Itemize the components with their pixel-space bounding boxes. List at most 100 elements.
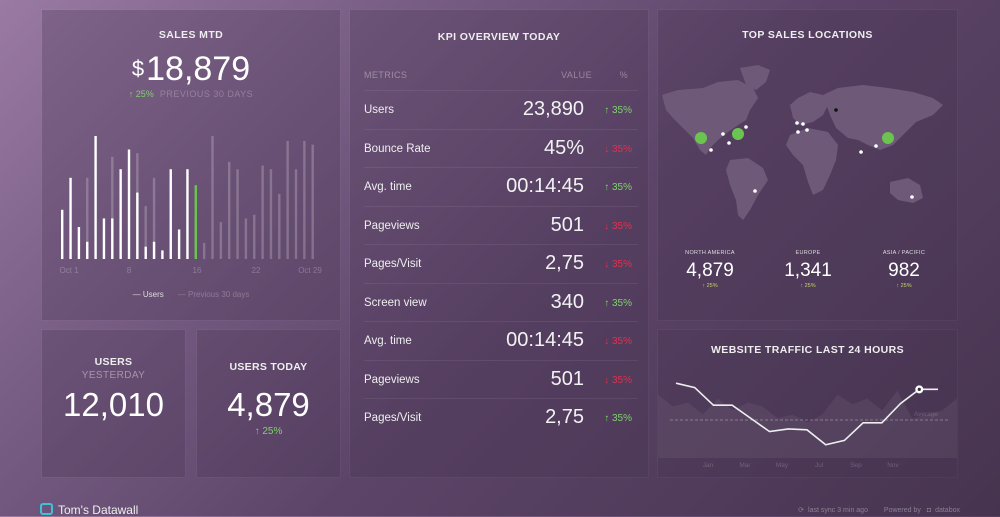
metric-change: ↓ 35% [604,374,632,386]
metric-change: ↓ 35% [604,143,632,155]
metric-name: Pages/Visit [364,258,422,270]
region-europe: EUROPE 1,341 ↑ 25% [758,250,858,289]
greenland [740,65,770,90]
region-value: 4,879 [686,260,734,281]
users-bar[interactable] [169,169,172,259]
previous-bar[interactable] [219,222,223,259]
marker-large[interactable] [695,132,707,144]
kpi-row[interactable]: Screen view 340 ↑ 35% [364,282,638,322]
kpi-row[interactable]: Pageviews 501 ↓ 35% [364,359,638,399]
previous-bar[interactable] [144,206,147,259]
previous-bar[interactable] [86,177,89,259]
legend-previous[interactable]: — Previous 30 days [177,290,250,299]
kpi-row[interactable]: Users 23,890 ↑ 35% [364,90,638,129]
users-bar[interactable] [61,209,64,259]
region-label: NORTH AMERICA [685,250,735,256]
previous-bar[interactable] [286,140,289,259]
users-bar[interactable] [119,169,122,259]
marker-large[interactable] [732,128,744,140]
metric-change: ↑ 35% [604,182,632,193]
users-bar[interactable] [136,192,139,259]
users-bar[interactable] [186,169,189,259]
metric-value: 00:14:45 [506,175,584,197]
x-tick-label: Nov [887,462,899,469]
marker[interactable] [801,122,805,126]
previous-bar[interactable] [278,193,281,259]
legend-users[interactable]: — Users [132,290,164,299]
panel-title: SALES MTD [158,29,224,41]
marker-dark[interactable] [834,108,838,112]
x-tick-label: Oct 29 [298,266,322,275]
x-tick-label: Mar [739,462,751,469]
marker[interactable] [910,195,914,199]
marker-large[interactable] [882,132,894,144]
highlighted-bar[interactable] [194,185,197,259]
marker[interactable] [744,125,748,129]
previous-bar[interactable] [244,218,248,259]
traffic-line [675,382,938,446]
users-bar[interactable] [69,177,72,259]
metric-value: 23,890 [522,98,584,120]
users-bar[interactable] [77,227,81,259]
metric-name: Screen view [364,296,427,309]
users-bar[interactable] [177,229,181,259]
users-today-panel: USERS TODAY 4,879 ↑ 25% [197,330,340,477]
previous-bar[interactable] [111,156,114,259]
kpi-row[interactable]: Pageviews 501 ↓ 35% [364,205,638,245]
asia [823,85,943,150]
users-bar[interactable] [86,241,89,259]
users-bar[interactable] [144,246,147,259]
sync-icon: ⟳ [798,507,805,514]
region-value: 982 [888,260,920,281]
users-bar[interactable] [94,136,97,259]
users-bar[interactable] [161,250,164,259]
databox-icon: ◘ [926,507,932,514]
previous-bar[interactable] [228,161,231,259]
users-bar[interactable] [102,218,106,259]
users-bar[interactable] [111,218,114,259]
databox-logo-icon [40,503,53,515]
users-bar[interactable] [152,241,156,259]
panel-subtitle: YESTERDAY [81,370,146,381]
region-asia-pacific: ASIA / PACIFIC 982 ↑ 25% [854,250,954,289]
metric-change: ↓ 35% [604,259,632,270]
previous-bar[interactable] [152,177,156,259]
previous-bar[interactable] [294,169,298,259]
x-tick-label: 16 [193,266,202,275]
panel-title: USERS TODAY [229,361,308,373]
header-metrics: METRICS [364,70,408,80]
marker[interactable] [709,148,713,152]
previous-bar[interactable] [253,214,256,259]
africa [786,128,838,195]
sales-bar-chart: Oct 1 8 16 22 Oct 29 [59,136,322,275]
metric-name: Pageviews [364,219,420,232]
kpi-row[interactable]: Avg. time 00:14:45 ↑ 35% [364,167,638,206]
marker[interactable] [795,121,799,125]
kpi-row[interactable]: Pages/Visit 2,75 ↓ 35% [364,244,638,283]
marker[interactable] [859,150,863,154]
marker[interactable] [796,130,800,134]
marker[interactable] [805,128,809,132]
previous-bar[interactable] [311,144,314,259]
users-bar[interactable] [127,149,131,259]
marker[interactable] [874,144,878,148]
kpi-row[interactable]: Bounce Rate 45% ↓ 35% [364,128,638,168]
chart-legend: — Users — Previous 30 days [42,290,340,299]
previous-bar[interactable] [303,140,306,259]
marker[interactable] [727,141,731,145]
kpi-row[interactable]: Avg. time 00:14:45 ↓ 35% [364,321,638,360]
metric-change: ↑ 35% [604,413,632,424]
region-value: 1,341 [784,260,832,281]
kpi-row[interactable]: Pages/Visit 2,75 ↑ 35% [364,398,638,437]
current-point-center [917,387,921,391]
marker[interactable] [721,132,725,136]
previous-bar[interactable] [261,165,264,259]
previous-bar[interactable] [269,169,273,259]
top-sales-locations-panel: TOP SALES LOCATIONS [658,10,957,320]
previous-bar[interactable] [211,136,214,259]
previous-bar[interactable] [202,243,206,259]
region-pct: ↑ 25% [896,283,912,289]
background-area [658,390,957,458]
marker[interactable] [753,189,757,193]
previous-bar[interactable] [236,169,239,259]
